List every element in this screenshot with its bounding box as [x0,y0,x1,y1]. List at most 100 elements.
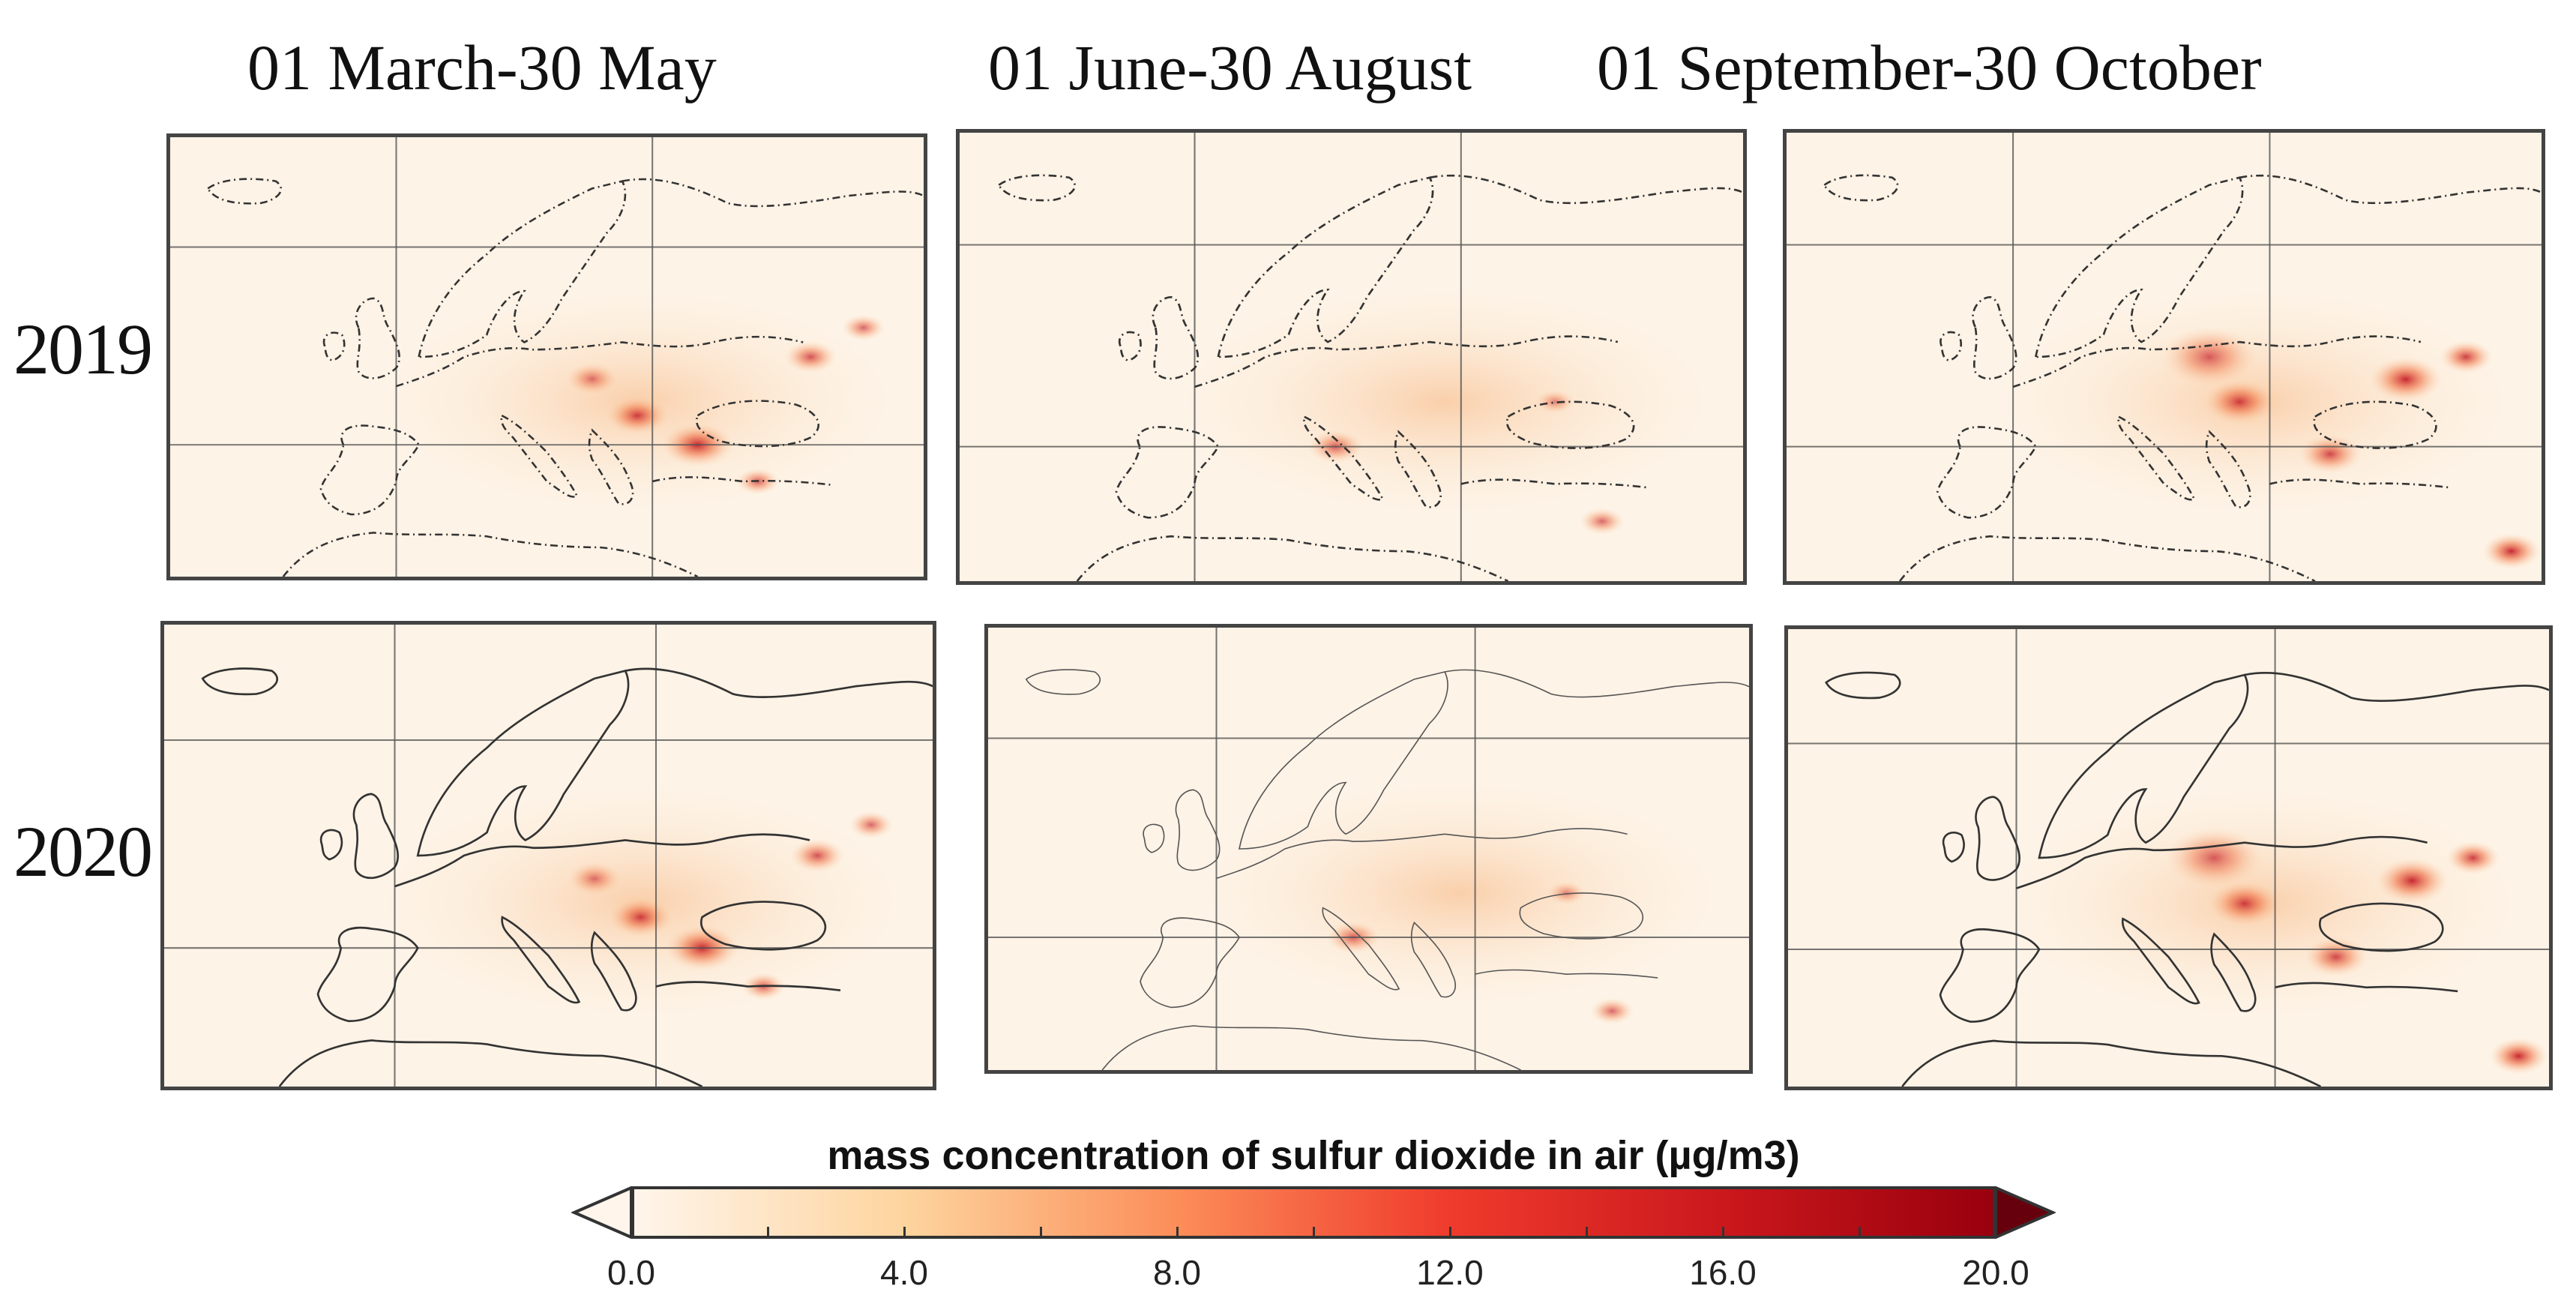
colorbar-tick-label: 8.0 [1153,1253,1201,1292]
so2-hotspot [2375,858,2449,904]
colorbar-min-extend-triangle [571,1186,633,1239]
coastline [1175,789,1221,871]
so2-hotspot [2203,379,2276,424]
coastline [1972,295,2017,380]
coastline [2012,335,2422,388]
coastline [500,414,579,498]
colorbar-max-extend-triangle [1994,1186,2056,1239]
coastline [1901,1039,2322,1087]
coastline [1238,671,1448,850]
coastline [1118,331,1142,362]
so2-hotspot [567,862,622,896]
coastline [319,424,421,516]
coastline [1505,400,1635,449]
colorbar-tick-label: 0.0 [607,1253,655,1292]
europe-map [164,625,933,1087]
so2-hotspot [1590,997,1634,1025]
so2-hotspot [565,362,619,395]
so2-hotspot [2165,827,2263,889]
coastline [1410,921,1457,998]
coastline [2038,673,2249,859]
coastline [501,916,581,1004]
coastline [201,667,278,696]
so2-plume [1201,782,1719,1004]
coastline [1322,907,1400,991]
coastline [699,901,827,951]
coastline [1216,828,1628,880]
colorbar-tick [1040,1227,1042,1239]
colorbar-tick-label: 4.0 [880,1253,928,1292]
coastline [2239,174,2542,205]
map-2020-autumn [1784,625,2553,1090]
coastline [1975,796,2020,881]
colorbar-tick [1176,1227,1179,1239]
colorbar-tick [903,1227,906,1239]
coastline [1101,1025,1521,1070]
coastline [322,331,346,362]
so2-hotspot [849,811,894,839]
coastline [282,532,699,577]
so2-hotspot [783,340,837,373]
so2-hotspot [2446,841,2500,875]
europe-map [988,628,1749,1070]
colorbar-tick [1859,1227,1861,1239]
coastline [1825,671,1901,700]
coastline [2275,982,2458,993]
colorbar-tick [1313,1227,1315,1239]
so2-hotspot [608,897,673,937]
so2-hotspot [2439,340,2493,373]
coastline [1076,535,1509,581]
so2-hotspot [790,838,845,873]
so2-hotspot [1535,389,1575,414]
coastline [2016,835,2428,889]
so2-hotspot [2489,1037,2548,1075]
so2-hotspot [1547,881,1586,905]
so2-hotspot [2208,880,2281,927]
coastline [2117,415,2196,501]
so2-hotspot [841,314,885,341]
colorbar-tick-label: 20.0 [1962,1253,2029,1292]
europe-map [1787,133,2542,581]
row-title-2019: 2019 [13,309,153,389]
coastline [1025,669,1101,695]
coastline [1152,295,1200,380]
coastline [2205,430,2251,508]
coastline [696,400,819,448]
so2-hotspot [606,396,669,435]
so2-hotspot [1579,508,1625,535]
colorbar-tick [767,1227,769,1239]
coastline [1899,535,2316,581]
so2-plume [1179,289,1712,514]
map-2020-spring [160,621,936,1090]
coastline [1475,969,1658,979]
map-2020-summer [984,624,1753,1074]
coastline [394,833,810,888]
coastline [1217,176,1434,358]
so2-hotspot [2161,327,2258,387]
coastline [1115,426,1220,519]
coastline [1942,831,1965,863]
europe-map [960,133,1743,581]
coastline [319,829,343,861]
europe-map [1788,629,2549,1087]
coastline [416,670,630,857]
map-2019-summer [956,129,1747,585]
coastline [1823,174,1899,202]
coastline [1143,823,1165,853]
coastline [2034,176,2244,358]
colorbar-tick-label: 12.0 [1416,1253,1484,1292]
map-2019-spring [166,133,927,580]
column-title-spring: 01 March-30 May [247,31,717,103]
coastline [2313,400,2437,449]
coastline [1460,478,1649,489]
coastline [1936,426,2037,519]
coastline [352,793,400,880]
coastline [1194,335,1619,388]
colorbar-tick [1586,1227,1588,1239]
coastline [316,927,419,1023]
coastline [2121,917,2200,1005]
column-title-autumn: 01 September-30 October [1597,31,2262,103]
so2-hotspot [2369,357,2443,402]
coastline [588,428,634,505]
colorbar-tick-label: 16.0 [1689,1253,1757,1292]
